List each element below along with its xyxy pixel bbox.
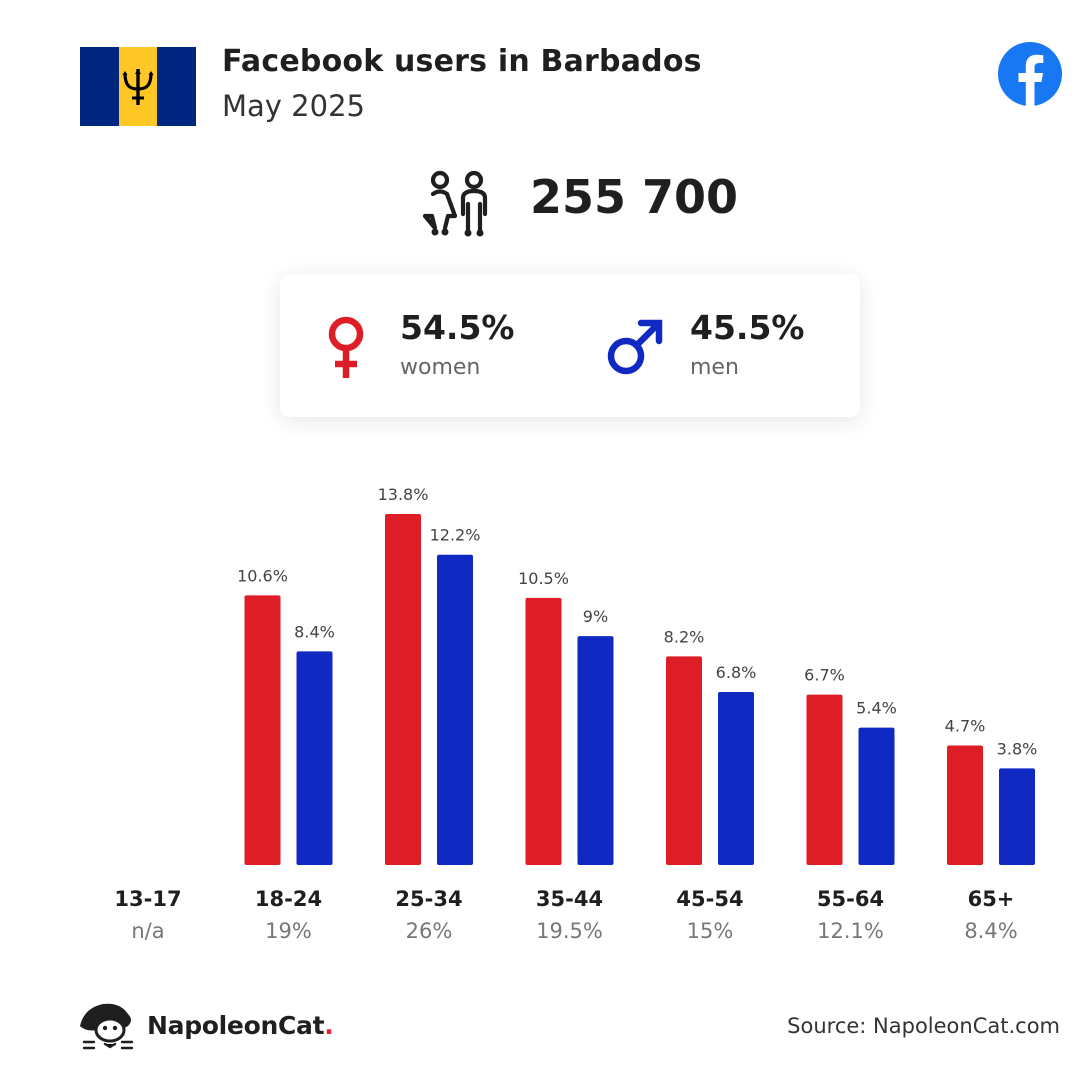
bar-value-label-55-64-s1: 5.4% (856, 699, 897, 718)
total-users: 255 700 (530, 170, 739, 224)
men-percent: 45.5% (690, 308, 805, 347)
age-group-total-25-34: 26% (406, 919, 453, 943)
bar-55-64-s0 (806, 694, 843, 865)
bar-value-label-35-44-s0: 10.5% (518, 569, 569, 588)
bar-value-label-35-44-s1: 9% (583, 607, 608, 626)
female-symbol-icon (328, 316, 364, 378)
age-group-label-25-34: 25-34 (395, 887, 462, 911)
bar-45-54-s0 (666, 656, 702, 865)
bar-value-label-45-54-s0: 8.2% (664, 627, 705, 646)
bar-55-64-s1 (858, 727, 895, 865)
bar-35-44-s1 (577, 636, 614, 865)
bar-value-label-18-24-s1: 8.4% (294, 622, 335, 641)
bar-25-34-s0 (385, 514, 421, 865)
men-label: men (690, 355, 739, 380)
bar-25-34-s1 (437, 554, 473, 865)
bar-value-label-25-34-s1: 12.2% (430, 526, 481, 545)
age-group-label-65+: 65+ (968, 887, 1015, 911)
age-group-label-55-64: 55-64 (817, 887, 884, 911)
age-group-total-13-17: n/a (131, 919, 164, 943)
bar-value-label-55-64-s0: 6.7% (804, 666, 845, 685)
gender-card: 54.5% women 45.5% men (280, 274, 860, 417)
source-note: Source: NapoleonCat.com (787, 1014, 1060, 1038)
bar-value-label-65+-s1: 3.8% (997, 739, 1038, 758)
bar-value-label-65+-s0: 4.7% (945, 716, 986, 735)
napoleoncat-logo-text[interactable]: NapoleonCat. (147, 1011, 334, 1040)
age-group-total-35-44: 19.5% (536, 919, 603, 943)
age-group-total-55-64: 12.1% (817, 919, 884, 943)
bar-18-24-s0 (244, 595, 281, 865)
age-group-total-45-54: 15% (687, 919, 734, 943)
age-group-label-18-24: 18-24 (255, 887, 322, 911)
age-gender-bar-chart: 13-17 n/a 10.6% 8.4% 18-24 19% 13.8% 12.2% 25-34… (114, 485, 1038, 943)
bar-value-label-25-34-s0: 13.8% (378, 485, 429, 504)
page-title: Facebook users in Barbados (222, 44, 702, 79)
age-group-total-18-24: 19% (265, 919, 312, 943)
bar-value-label-18-24-s0: 10.6% (237, 566, 288, 585)
male-symbol-icon (607, 319, 663, 375)
bar-value-label-45-54-s1: 6.8% (716, 663, 757, 682)
bar-18-24-s1 (296, 651, 333, 865)
napoleoncat-logo-icon (80, 1003, 134, 1050)
age-group-total-65+: 8.4% (964, 919, 1017, 943)
barbados-flag-icon (80, 47, 197, 126)
age-group-label-35-44: 35-44 (536, 887, 603, 911)
facebook-icon[interactable] (998, 42, 1062, 106)
bar-65+-s1 (999, 768, 1035, 865)
bar-45-54-s1 (718, 692, 754, 865)
age-group-label-45-54: 45-54 (676, 887, 743, 911)
age-group-label-13-17: 13-17 (114, 887, 181, 911)
trident-icon (122, 69, 154, 105)
page-subtitle: May 2025 (222, 89, 365, 123)
logo-name: NapoleonCat (147, 1011, 325, 1040)
bar-65+-s0 (947, 745, 983, 865)
logo-dot: . (324, 1011, 334, 1040)
bar-35-44-s0 (525, 597, 562, 865)
people-icon (422, 170, 488, 237)
women-label: women (400, 355, 481, 380)
women-percent: 54.5% (400, 308, 515, 347)
